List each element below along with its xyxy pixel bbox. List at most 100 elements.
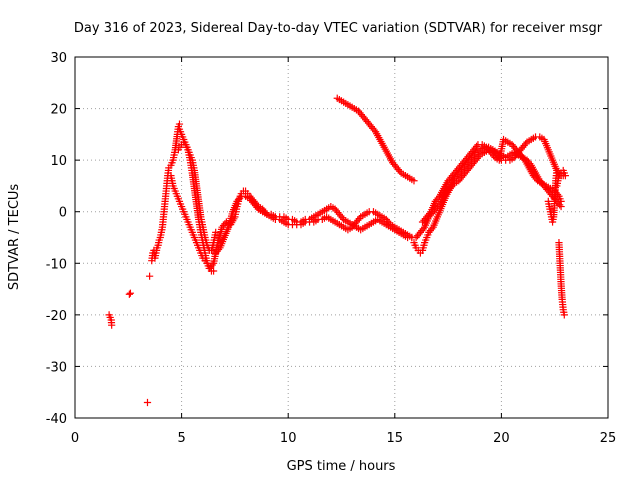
- data-point: [200, 231, 209, 239]
- data-point: [430, 199, 439, 208]
- data-point: [340, 98, 348, 106]
- data-point: [202, 239, 211, 247]
- data-point: [217, 225, 226, 233]
- data-point: [344, 101, 352, 109]
- data-point: [183, 215, 191, 224]
- data-point: [253, 203, 261, 212]
- data-point: [543, 144, 552, 152]
- data-point: [359, 211, 367, 220]
- x-tick-label: 10: [280, 431, 297, 446]
- data-point: [151, 251, 160, 260]
- x-tick-label: 5: [177, 431, 185, 446]
- data-point: [443, 179, 451, 187]
- data-point: [439, 186, 447, 195]
- data-point: [179, 133, 187, 141]
- data-point: [515, 149, 523, 157]
- data-point: [196, 246, 204, 254]
- data-point: [422, 236, 430, 244]
- data-point: [176, 200, 185, 208]
- data-point: [445, 184, 453, 192]
- data-point: [540, 181, 548, 189]
- data-point: [203, 259, 211, 267]
- data-point: [208, 261, 216, 269]
- data-point: [194, 195, 202, 203]
- series-peak-band-c: [174, 138, 220, 254]
- series-tail-right: [553, 166, 569, 190]
- data-point: [146, 272, 154, 280]
- data-point: [549, 215, 557, 224]
- series-tail-drop: [544, 166, 568, 319]
- data-point: [232, 199, 240, 208]
- data-point: [107, 318, 116, 327]
- data-point: [183, 143, 191, 151]
- data-point: [521, 140, 530, 148]
- data-point: [187, 153, 195, 162]
- data-point: [337, 222, 346, 230]
- data-point: [265, 211, 273, 220]
- data-point: [312, 217, 320, 225]
- data-point: [363, 222, 371, 230]
- data-point: [466, 163, 474, 171]
- series-upper-arc: [333, 94, 418, 185]
- data-point: [269, 214, 277, 222]
- data-point: [363, 209, 371, 217]
- data-point: [185, 148, 193, 157]
- data-point: [174, 195, 183, 203]
- data-point: [351, 220, 359, 228]
- data-point: [432, 215, 441, 223]
- y-tick-label: -20: [46, 309, 67, 324]
- data-point: [198, 221, 206, 229]
- data-point: [181, 210, 189, 218]
- data-point: [424, 231, 432, 239]
- data-point: [214, 245, 223, 254]
- data-point: [426, 209, 434, 218]
- data-point: [334, 208, 342, 217]
- data-point: [480, 142, 488, 150]
- data-point: [388, 157, 396, 165]
- series-dip-band-3: [418, 135, 565, 226]
- plot-frame: [74, 56, 609, 419]
- data-point: [256, 206, 265, 215]
- data-point: [475, 153, 483, 161]
- data-point: [173, 132, 181, 141]
- data-point: [560, 169, 568, 177]
- data-point: [391, 162, 400, 170]
- data-point: [436, 199, 444, 207]
- data-point: [560, 308, 568, 316]
- data-point: [460, 158, 468, 166]
- data-point: [228, 210, 236, 218]
- data-point: [462, 168, 470, 176]
- y-axis-label: SDTVAR / TECUs: [7, 184, 22, 291]
- data-point: [192, 180, 200, 188]
- data-point: [168, 159, 176, 167]
- data-point: [399, 170, 407, 178]
- data-point: [470, 158, 478, 166]
- data-point: [403, 173, 412, 181]
- data-point: [504, 152, 512, 160]
- data-point: [219, 235, 227, 244]
- data-point: [474, 147, 482, 155]
- data-point: [209, 267, 218, 275]
- data-point: [224, 225, 232, 233]
- data-point: [468, 147, 476, 156]
- data-point: [168, 179, 177, 187]
- data-point: [420, 241, 428, 249]
- y-tick-label: 0: [59, 206, 67, 221]
- data-point: [236, 194, 244, 202]
- data-point: [189, 231, 197, 239]
- data-point: [493, 155, 501, 163]
- data-point: [502, 137, 510, 145]
- data-point: [187, 226, 195, 234]
- data-point: [329, 204, 337, 212]
- series-recovery-band-2: [212, 192, 416, 257]
- axis-ticks: 0 5 10 15 20 25 -40 -30 -20 -10 0 10 20 30: [46, 51, 617, 446]
- data-point: [198, 251, 206, 260]
- data-point: [458, 173, 466, 181]
- data-point: [536, 178, 544, 186]
- data-point: [348, 103, 356, 111]
- data-point: [172, 190, 180, 198]
- data-point: [472, 142, 481, 150]
- data-point: [544, 183, 552, 191]
- x-tick-label: 20: [493, 431, 510, 446]
